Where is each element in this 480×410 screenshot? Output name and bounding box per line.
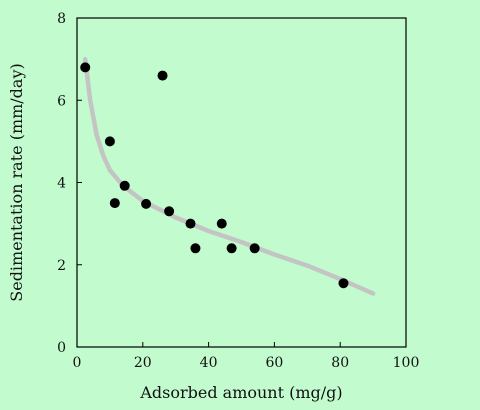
data-point xyxy=(104,136,115,147)
x-tick-label: 80 xyxy=(331,355,349,371)
data-point xyxy=(157,70,168,81)
data-point xyxy=(249,243,260,254)
data-point xyxy=(190,243,201,254)
data-point xyxy=(119,180,130,191)
y-axis-label: Sedimentation rate (mm/day) xyxy=(7,63,26,301)
y-tick-label: 0 xyxy=(57,340,66,356)
x-axis-ticks: 0 20 40 60 80 100 xyxy=(73,342,420,371)
x-axis-label: Adsorbed amount (mg/g) xyxy=(139,383,342,402)
y-tick-label: 2 xyxy=(57,258,66,274)
data-point xyxy=(80,62,91,73)
x-tick-label: 20 xyxy=(134,355,152,371)
data-point xyxy=(226,243,237,254)
data-point xyxy=(216,218,227,229)
y-tick-label: 6 xyxy=(57,93,66,109)
data-points-layer xyxy=(80,62,349,289)
x-tick-label: 100 xyxy=(393,355,420,371)
data-point xyxy=(141,198,152,209)
x-tick-label: 0 xyxy=(73,355,82,371)
data-point xyxy=(164,206,175,217)
data-point xyxy=(338,278,349,289)
data-point xyxy=(185,218,196,229)
fit-curve-layer xyxy=(82,56,376,296)
y-tick-label: 8 xyxy=(57,11,66,27)
x-tick-label: 40 xyxy=(200,355,218,371)
data-point xyxy=(109,198,120,209)
fit-curve xyxy=(82,56,376,296)
x-tick-label: 60 xyxy=(265,355,283,371)
y-axis-ticks: 0 2 4 6 8 xyxy=(57,11,82,356)
y-tick-label: 4 xyxy=(57,176,66,192)
